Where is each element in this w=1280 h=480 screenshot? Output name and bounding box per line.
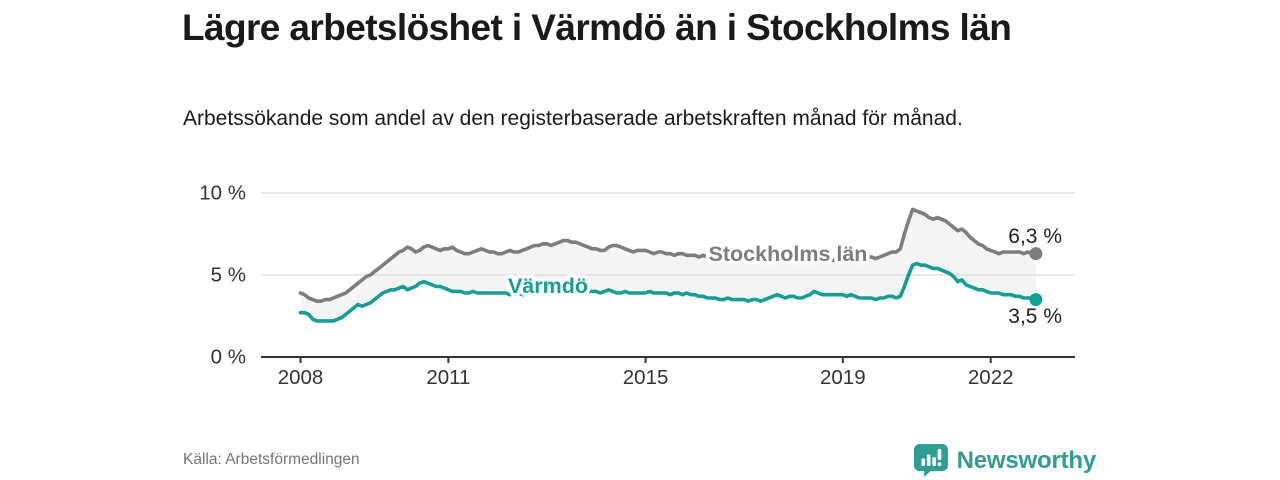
x-tick-label-2011: 2011 [426, 366, 470, 389]
chart-subtitle: Arbetssökande som andel av den registerb… [183, 107, 963, 130]
newsworthy-bubble-chart-icon [913, 444, 949, 478]
series-label-stockholms-lan: Stockholms län [709, 242, 868, 266]
end-value-label-stockholms-lan: 6,3 % [1008, 225, 1062, 248]
chart-title: Lägre arbetslöshet i Värmdö än i Stockho… [182, 7, 1012, 48]
series-line-varmdo [298, 261, 1038, 323]
y-tick-label-0pct: 0 % [211, 346, 246, 369]
newsworthy-wordmark: Newsworthy [956, 447, 1097, 474]
end-dot-varmdo [1029, 293, 1043, 307]
between-series-area [300, 209, 1036, 321]
y-tick-label-10pct: 10 % [199, 182, 246, 205]
x-tick-label-2008: 2008 [278, 366, 324, 389]
source-note: Källa: Arbetsförmedlingen [183, 451, 360, 468]
x-tick-label-2015: 2015 [623, 366, 669, 389]
y-tick-label-5pct: 5 % [211, 264, 246, 287]
series-line-stockholms-lan [298, 207, 1038, 304]
x-tick-label-2019: 2019 [820, 366, 866, 389]
end-dot-stockholms-lan [1029, 247, 1043, 261]
newsworthy-logo[interactable]: Newsworthy [913, 444, 1097, 478]
end-value-label-varmdo: 3,5 % [1008, 305, 1062, 328]
x-tick-label-2022: 2022 [968, 366, 1014, 389]
series-label-varmdo: Värmdö [508, 274, 588, 298]
